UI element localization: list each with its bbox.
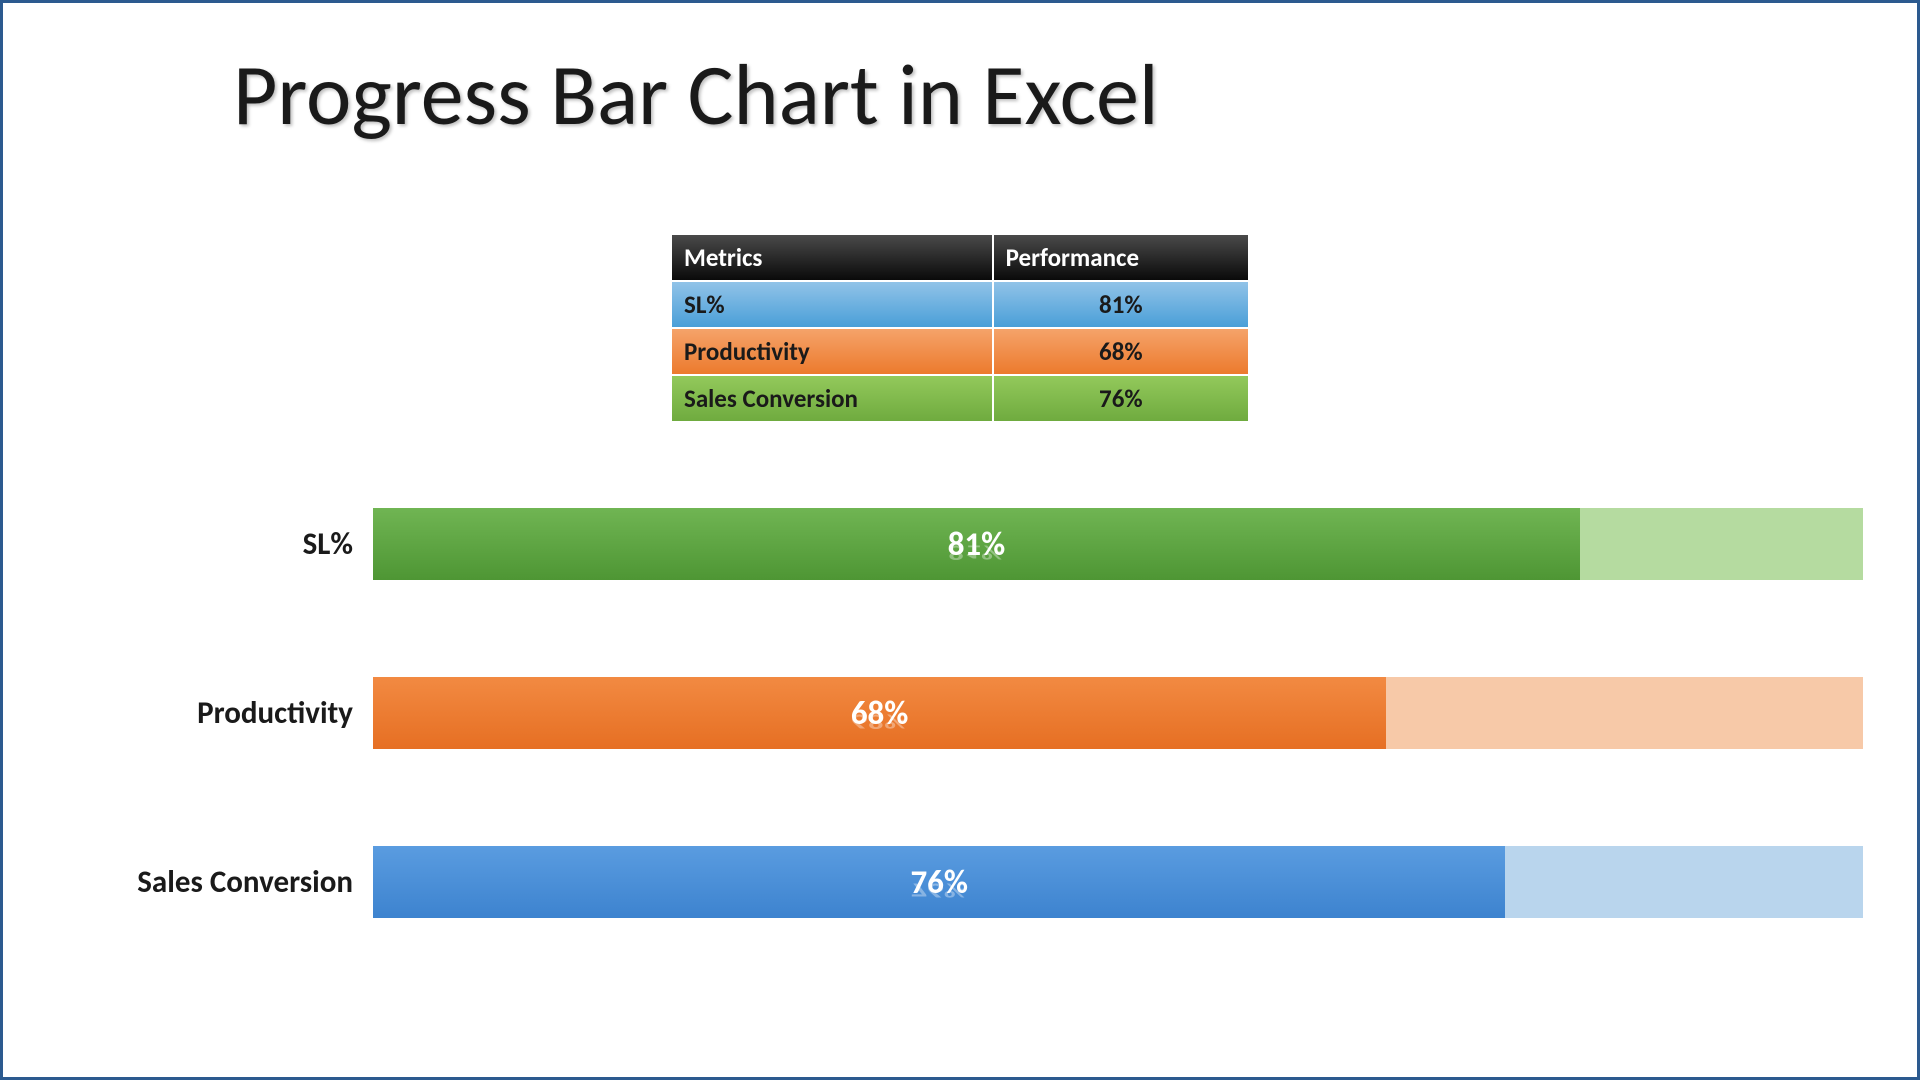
bar-label: Sales Conversion	[53, 863, 373, 901]
table-header-metrics: Metrics	[671, 234, 993, 281]
table-row: Sales Conversion76%	[671, 375, 1249, 422]
bar-label: SL%	[53, 525, 373, 563]
bar-value-label: 81%	[948, 524, 1006, 564]
table-cell-value: 76%	[993, 375, 1249, 422]
progress-chart: SL% 81% Productivity 68% Sales Conversion 76%	[23, 508, 1897, 918]
bar-track: 76%	[373, 846, 1863, 918]
table-cell-metric: SL%	[671, 281, 993, 328]
table-cell-metric: Productivity	[671, 328, 993, 375]
table-cell-value: 68%	[993, 328, 1249, 375]
bar-track: 68%	[373, 677, 1863, 749]
bar-label: Productivity	[53, 694, 373, 732]
table-cell-metric: Sales Conversion	[671, 375, 993, 422]
page-title: Progress Bar Chart in Excel	[23, 43, 1897, 148]
metrics-table: Metrics Performance SL%81%Productivity68…	[670, 233, 1250, 423]
bar-row: Sales Conversion 76%	[53, 846, 1863, 918]
bar-value-label: 76%	[910, 862, 968, 902]
bar-row: Productivity 68%	[53, 677, 1863, 749]
table-header-performance: Performance	[993, 234, 1249, 281]
bar-fill: 68%	[373, 677, 1386, 749]
table-cell-value: 81%	[993, 281, 1249, 328]
bar-value-label: 68%	[851, 693, 909, 733]
page-container: Progress Bar Chart in Excel Metrics Perf…	[3, 3, 1917, 1077]
table-row: Productivity68%	[671, 328, 1249, 375]
bar-fill: 81%	[373, 508, 1580, 580]
bar-row: SL% 81%	[53, 508, 1863, 580]
bar-track: 81%	[373, 508, 1863, 580]
bar-fill: 76%	[373, 846, 1505, 918]
table-header-row: Metrics Performance	[671, 234, 1249, 281]
table-row: SL%81%	[671, 281, 1249, 328]
